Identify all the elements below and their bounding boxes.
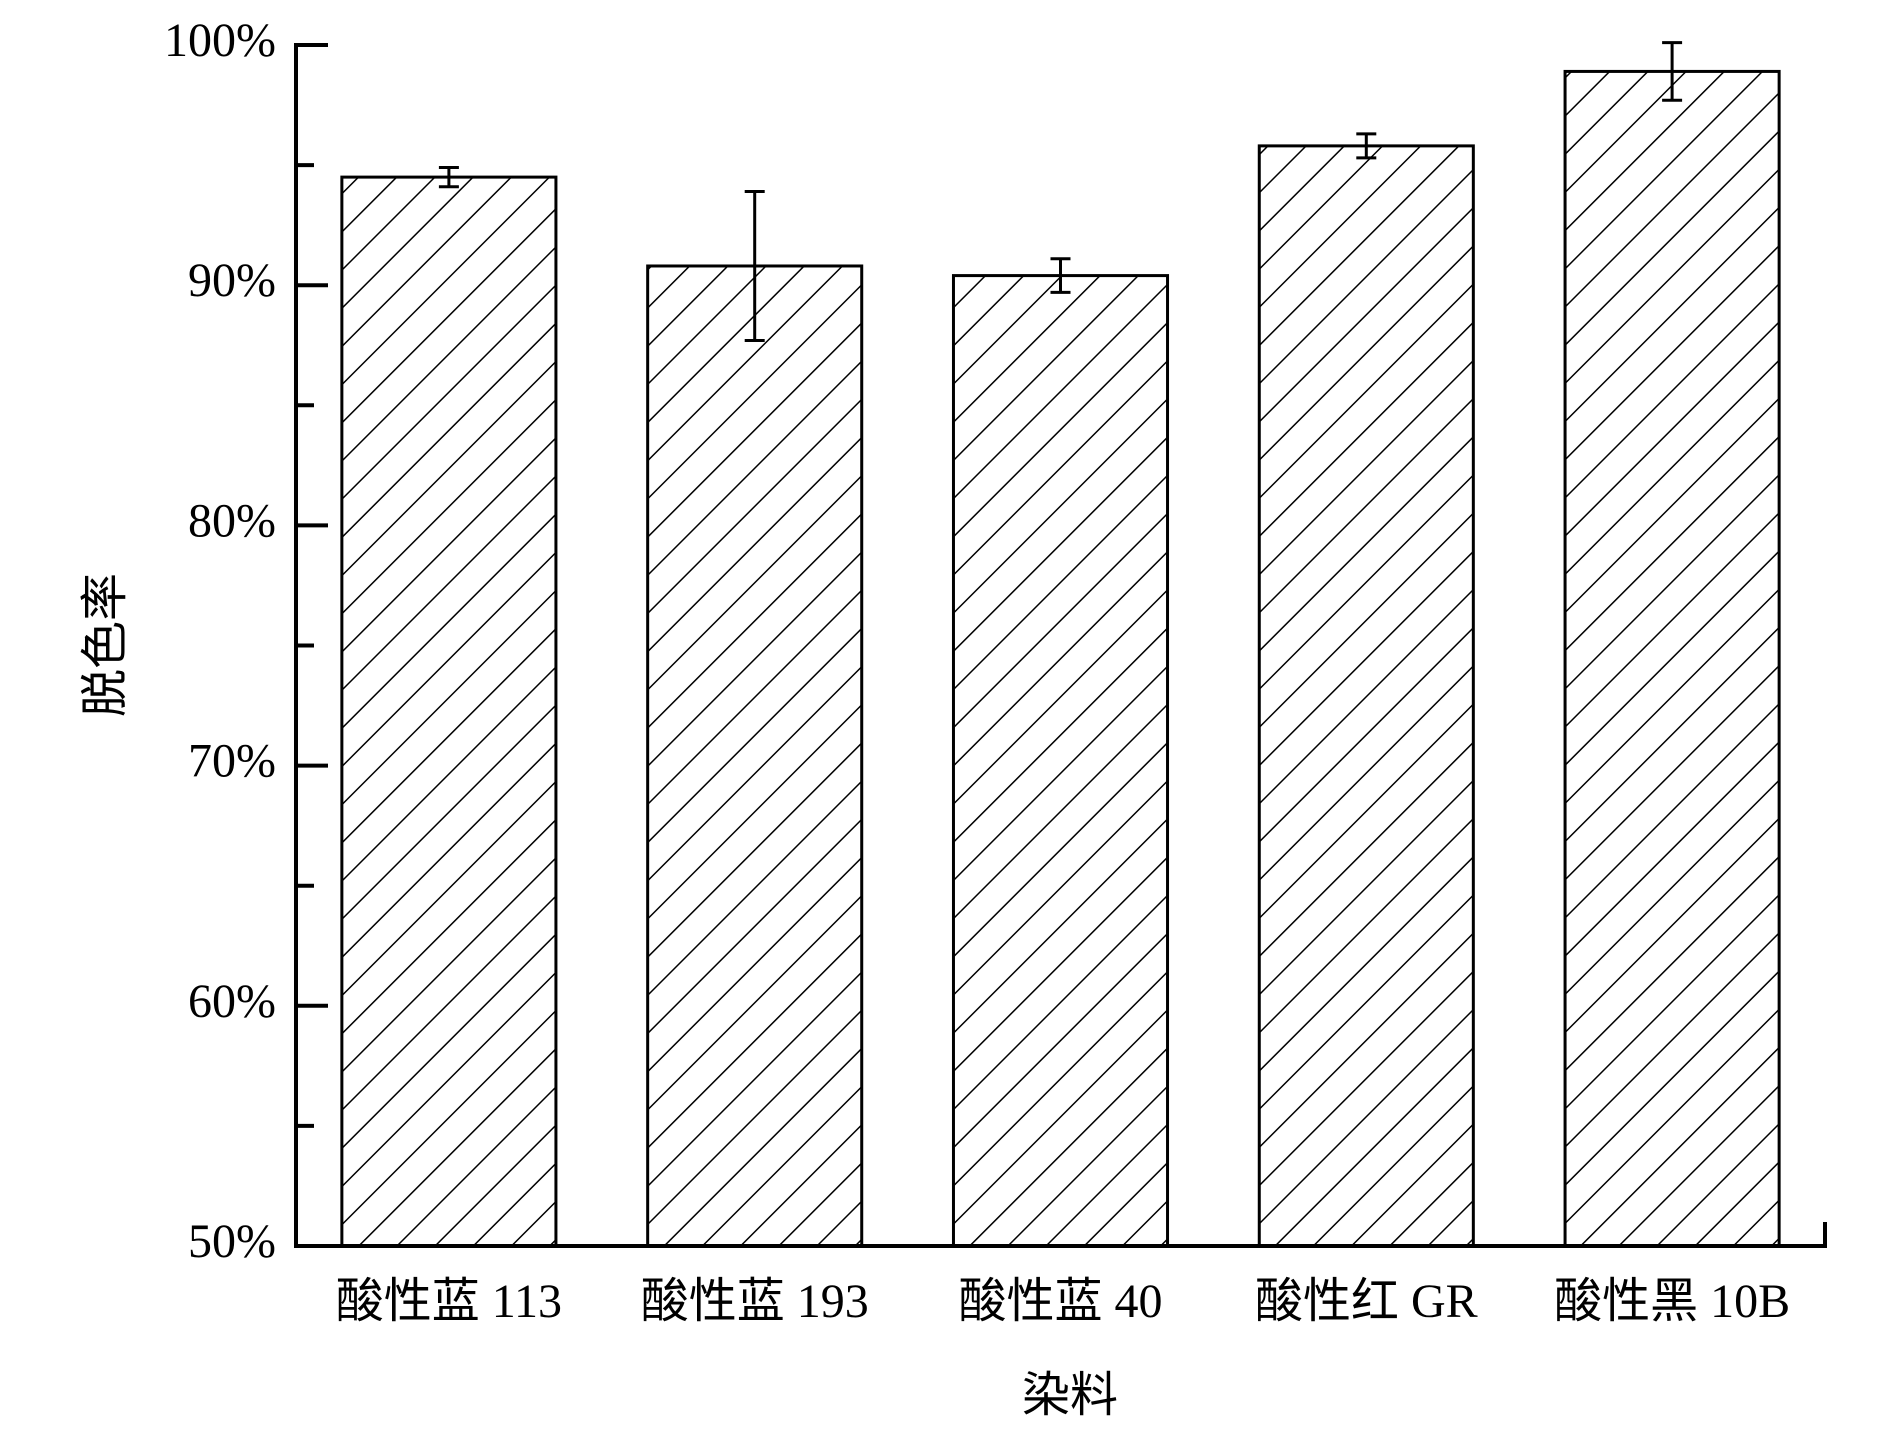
y-tick-label: 90% bbox=[188, 254, 276, 307]
y-tick-label: 50% bbox=[188, 1215, 276, 1268]
y-tick-label: 80% bbox=[188, 494, 276, 547]
x-tick-label: 酸性蓝 113 bbox=[336, 1275, 562, 1328]
bar bbox=[340, 175, 558, 1248]
bar bbox=[951, 274, 1170, 1248]
bar bbox=[1563, 69, 1781, 1248]
y-tick-label: 60% bbox=[188, 975, 276, 1028]
x-tick-label: 酸性红 GR bbox=[1255, 1275, 1478, 1328]
bar bbox=[1257, 144, 1475, 1248]
x-axis-label: 染料 bbox=[1022, 1369, 1118, 1422]
x-tick-label: 酸性蓝 40 bbox=[958, 1275, 1162, 1328]
x-tick-label: 酸性黑 10B bbox=[1554, 1275, 1790, 1328]
y-tick-label: 70% bbox=[188, 735, 276, 788]
bar bbox=[646, 264, 864, 1248]
y-tick-label: 100% bbox=[164, 14, 276, 67]
y-axis-label: 脱色率 bbox=[79, 573, 132, 717]
x-tick-label: 酸性蓝 193 bbox=[641, 1275, 869, 1328]
